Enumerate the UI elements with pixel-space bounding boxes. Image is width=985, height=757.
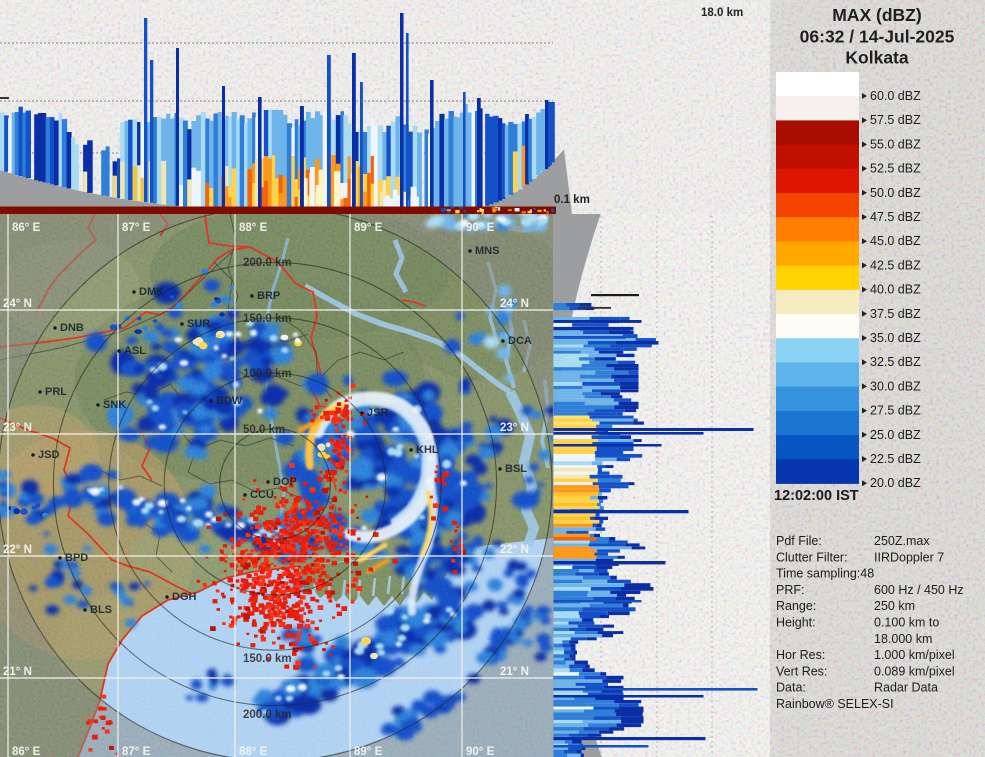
svg-text:Time sampling:48: Time sampling:48 xyxy=(776,567,874,581)
svg-text:60.0 dBZ: 60.0 dBZ xyxy=(870,89,921,103)
svg-text:Data:: Data: xyxy=(776,681,806,695)
svg-text:55.0 dBZ: 55.0 dBZ xyxy=(870,137,921,151)
svg-text:0.1 km: 0.1 km xyxy=(554,194,590,206)
svg-text:MAX (dBZ): MAX (dBZ) xyxy=(832,5,921,25)
svg-text:40.0 dBZ: 40.0 dBZ xyxy=(870,283,921,297)
svg-text:27.5 dBZ: 27.5 dBZ xyxy=(870,404,921,418)
svg-text:20.0 dBZ: 20.0 dBZ xyxy=(870,476,921,490)
svg-text:Hor Res:: Hor Res: xyxy=(776,648,825,662)
svg-text:Pdf File:: Pdf File: xyxy=(776,534,822,548)
svg-text:600 Hz / 450 Hz: 600 Hz / 450 Hz xyxy=(874,583,964,597)
svg-text:18.0 km: 18.0 km xyxy=(701,7,743,19)
svg-text:12:02:00 IST: 12:02:00 IST xyxy=(774,488,859,504)
svg-text:42.5 dBZ: 42.5 dBZ xyxy=(870,258,921,272)
svg-text:47.5 dBZ: 47.5 dBZ xyxy=(870,210,921,224)
svg-text:250 km: 250 km xyxy=(874,599,915,613)
svg-text:Radar Data: Radar Data xyxy=(874,681,938,695)
svg-text:35.0 dBZ: 35.0 dBZ xyxy=(870,331,921,345)
svg-text:50.0 dBZ: 50.0 dBZ xyxy=(870,186,921,200)
svg-text:Clutter Filter:: Clutter Filter: xyxy=(776,550,848,564)
svg-text:Vert Res:: Vert Res: xyxy=(776,664,827,678)
svg-text:32.5 dBZ: 32.5 dBZ xyxy=(870,355,921,369)
svg-text:06:32 / 14-Jul-2025: 06:32 / 14-Jul-2025 xyxy=(800,27,955,47)
svg-text:Range:: Range: xyxy=(776,599,816,613)
svg-text:52.5 dBZ: 52.5 dBZ xyxy=(870,162,921,176)
svg-text:1.000 km/pixel: 1.000 km/pixel xyxy=(874,648,955,662)
svg-text:IIRDoppler 7: IIRDoppler 7 xyxy=(874,550,944,564)
svg-text:250Z.max: 250Z.max xyxy=(874,534,930,548)
svg-text:PRF:: PRF: xyxy=(776,583,804,597)
svg-text:22.5 dBZ: 22.5 dBZ xyxy=(870,452,921,466)
svg-text:0.089 km/pixel: 0.089 km/pixel xyxy=(874,664,955,678)
svg-text:Height:: Height: xyxy=(776,616,816,630)
svg-text:0.100 km to: 0.100 km to xyxy=(874,616,939,630)
svg-text:Kolkata: Kolkata xyxy=(845,48,908,68)
svg-text:Rainbow® SELEX-SI: Rainbow® SELEX-SI xyxy=(776,697,894,711)
svg-text:57.5 dBZ: 57.5 dBZ xyxy=(870,113,921,127)
svg-text:18.000 km: 18.000 km xyxy=(874,632,932,646)
svg-text:25.0 dBZ: 25.0 dBZ xyxy=(870,428,921,442)
svg-text:45.0 dBZ: 45.0 dBZ xyxy=(870,234,921,248)
svg-text:37.5 dBZ: 37.5 dBZ xyxy=(870,307,921,321)
svg-text:30.0 dBZ: 30.0 dBZ xyxy=(870,379,921,393)
